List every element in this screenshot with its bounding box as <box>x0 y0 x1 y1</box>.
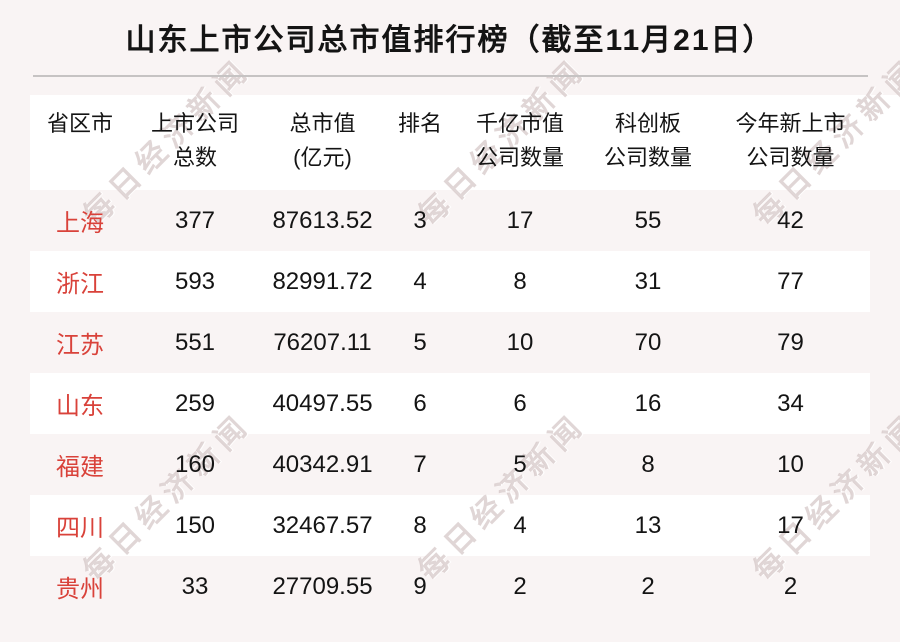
cell-total-companies: 377 <box>174 206 216 234</box>
cell-new-listings-count: 79 <box>777 328 804 356</box>
table-row: 贵州 33 27709.55 9 2 2 2 <box>30 556 870 617</box>
cell-province: 上海 <box>56 210 104 237</box>
cell-province: 四川 <box>56 515 104 542</box>
header-cell-new-listings: 今年新上市 公司数量 <box>735 111 846 170</box>
cell-star-board-count: 2 <box>641 572 655 600</box>
row-stripe <box>30 373 870 434</box>
header-cell-star-board: 科创板 公司数量 <box>603 111 692 170</box>
table-row: 江苏 551 76207.11 5 10 70 79 <box>30 312 870 373</box>
header-cell-province: 省区市 <box>46 111 113 136</box>
cell-star-board-count: 8 <box>641 450 655 478</box>
cell-market-cap: 76207.11 <box>273 328 372 356</box>
page-title: 山东上市公司总市值排行榜（截至11月21日） <box>125 24 775 57</box>
cell-market-cap: 27709.55 <box>272 572 373 600</box>
cell-new-listings-count: 42 <box>777 206 804 234</box>
title-divider <box>33 75 868 77</box>
cell-total-companies: 160 <box>174 450 216 478</box>
cell-star-board-count: 13 <box>634 511 662 539</box>
cell-rank: 7 <box>413 450 427 478</box>
cell-star-board-count: 16 <box>634 389 662 417</box>
cell-hundred-billion-count: 8 <box>513 267 527 295</box>
table-row: 上海 377 87613.52 3 17 55 42 <box>30 190 870 251</box>
cell-new-listings-count: 77 <box>777 267 804 295</box>
cell-province: 福建 <box>56 454 104 481</box>
cell-province: 贵州 <box>56 576 104 603</box>
table-row: 浙江 593 82991.72 4 8 31 77 <box>30 251 870 312</box>
table-row: 山东 259 40497.55 6 6 16 34 <box>30 373 870 434</box>
cell-star-board-count: 55 <box>634 206 662 234</box>
cell-market-cap: 32467.57 <box>272 511 373 539</box>
cell-total-companies: 551 <box>174 328 216 356</box>
header-cell-hundred-billion: 千亿市值 公司数量 <box>475 111 564 170</box>
cell-hundred-billion-count: 6 <box>513 389 527 417</box>
header-cell-market-cap: 总市值 (亿元) <box>289 111 356 170</box>
cell-new-listings-count: 10 <box>777 450 804 478</box>
cell-hundred-billion-count: 5 <box>513 450 527 478</box>
cell-star-board-count: 31 <box>634 267 662 295</box>
cell-rank: 9 <box>413 572 427 600</box>
cell-hundred-billion-count: 10 <box>506 328 534 356</box>
table-row: 福建 160 40342.91 7 5 8 10 <box>30 434 870 495</box>
cell-total-companies: 593 <box>174 267 216 295</box>
table-row: 四川 150 32467.57 8 4 13 17 <box>30 495 870 556</box>
header-background <box>30 95 900 190</box>
ranking-table: 省区市 上市公司 总数 总市值 (亿元) 排名 千亿市值 公司数量 科创板 公司… <box>30 95 870 617</box>
cell-rank: 8 <box>413 511 427 539</box>
cell-hundred-billion-count: 2 <box>513 572 527 600</box>
cell-new-listings-count: 2 <box>783 572 798 600</box>
cell-total-companies: 150 <box>174 511 216 539</box>
header-cell-total-companies: 上市公司 总数 <box>150 111 239 170</box>
cell-market-cap: 82991.72 <box>272 267 373 295</box>
cell-market-cap: 87613.52 <box>272 206 373 234</box>
cell-market-cap: 40342.91 <box>272 450 373 478</box>
row-stripe <box>30 251 870 312</box>
cell-province: 山东 <box>56 393 104 420</box>
cell-rank: 5 <box>413 328 427 356</box>
header-cell-rank: 排名 <box>397 111 442 136</box>
row-stripe <box>30 495 870 556</box>
cell-rank: 4 <box>413 267 427 295</box>
header-row: 省区市 上市公司 总数 总市值 (亿元) 排名 千亿市值 公司数量 科创板 公司… <box>30 95 870 190</box>
cell-new-listings-count: 17 <box>777 511 804 539</box>
cell-star-board-count: 70 <box>634 328 662 356</box>
cell-rank: 3 <box>413 206 427 234</box>
cell-rank: 6 <box>413 389 427 417</box>
cell-hundred-billion-count: 17 <box>506 206 534 234</box>
cell-province: 江苏 <box>56 332 104 359</box>
cell-market-cap: 40497.55 <box>272 389 373 417</box>
cell-new-listings-count: 34 <box>777 389 804 417</box>
cell-hundred-billion-count: 4 <box>513 511 527 539</box>
cell-province: 浙江 <box>56 271 104 298</box>
cell-total-companies: 259 <box>174 389 216 417</box>
cell-total-companies: 33 <box>181 572 209 600</box>
table-body: 上海 377 87613.52 3 17 55 42 浙江 593 82991.… <box>30 190 870 617</box>
